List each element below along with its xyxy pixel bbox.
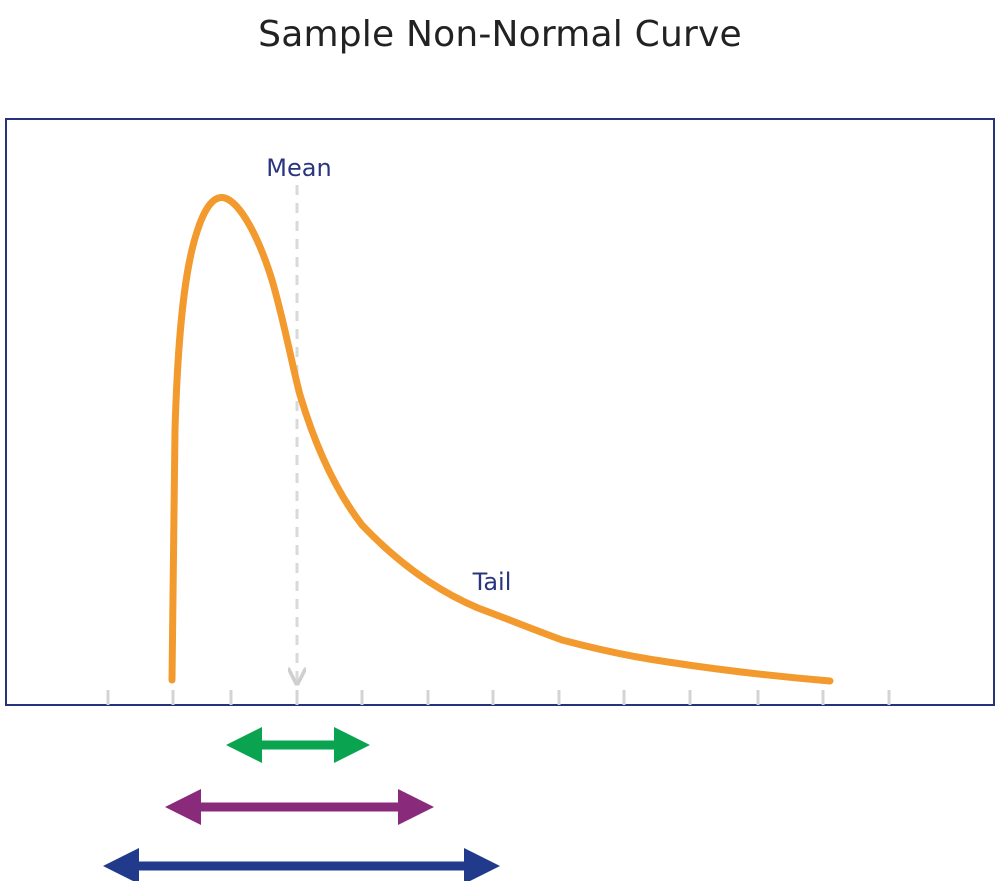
chart-title: Sample Non-Normal Curve (258, 14, 742, 55)
distribution-curve (168, 194, 834, 685)
tail-label: Tail (472, 568, 512, 596)
mean-label: Mean (266, 154, 331, 182)
axis-ticks (106, 690, 891, 705)
